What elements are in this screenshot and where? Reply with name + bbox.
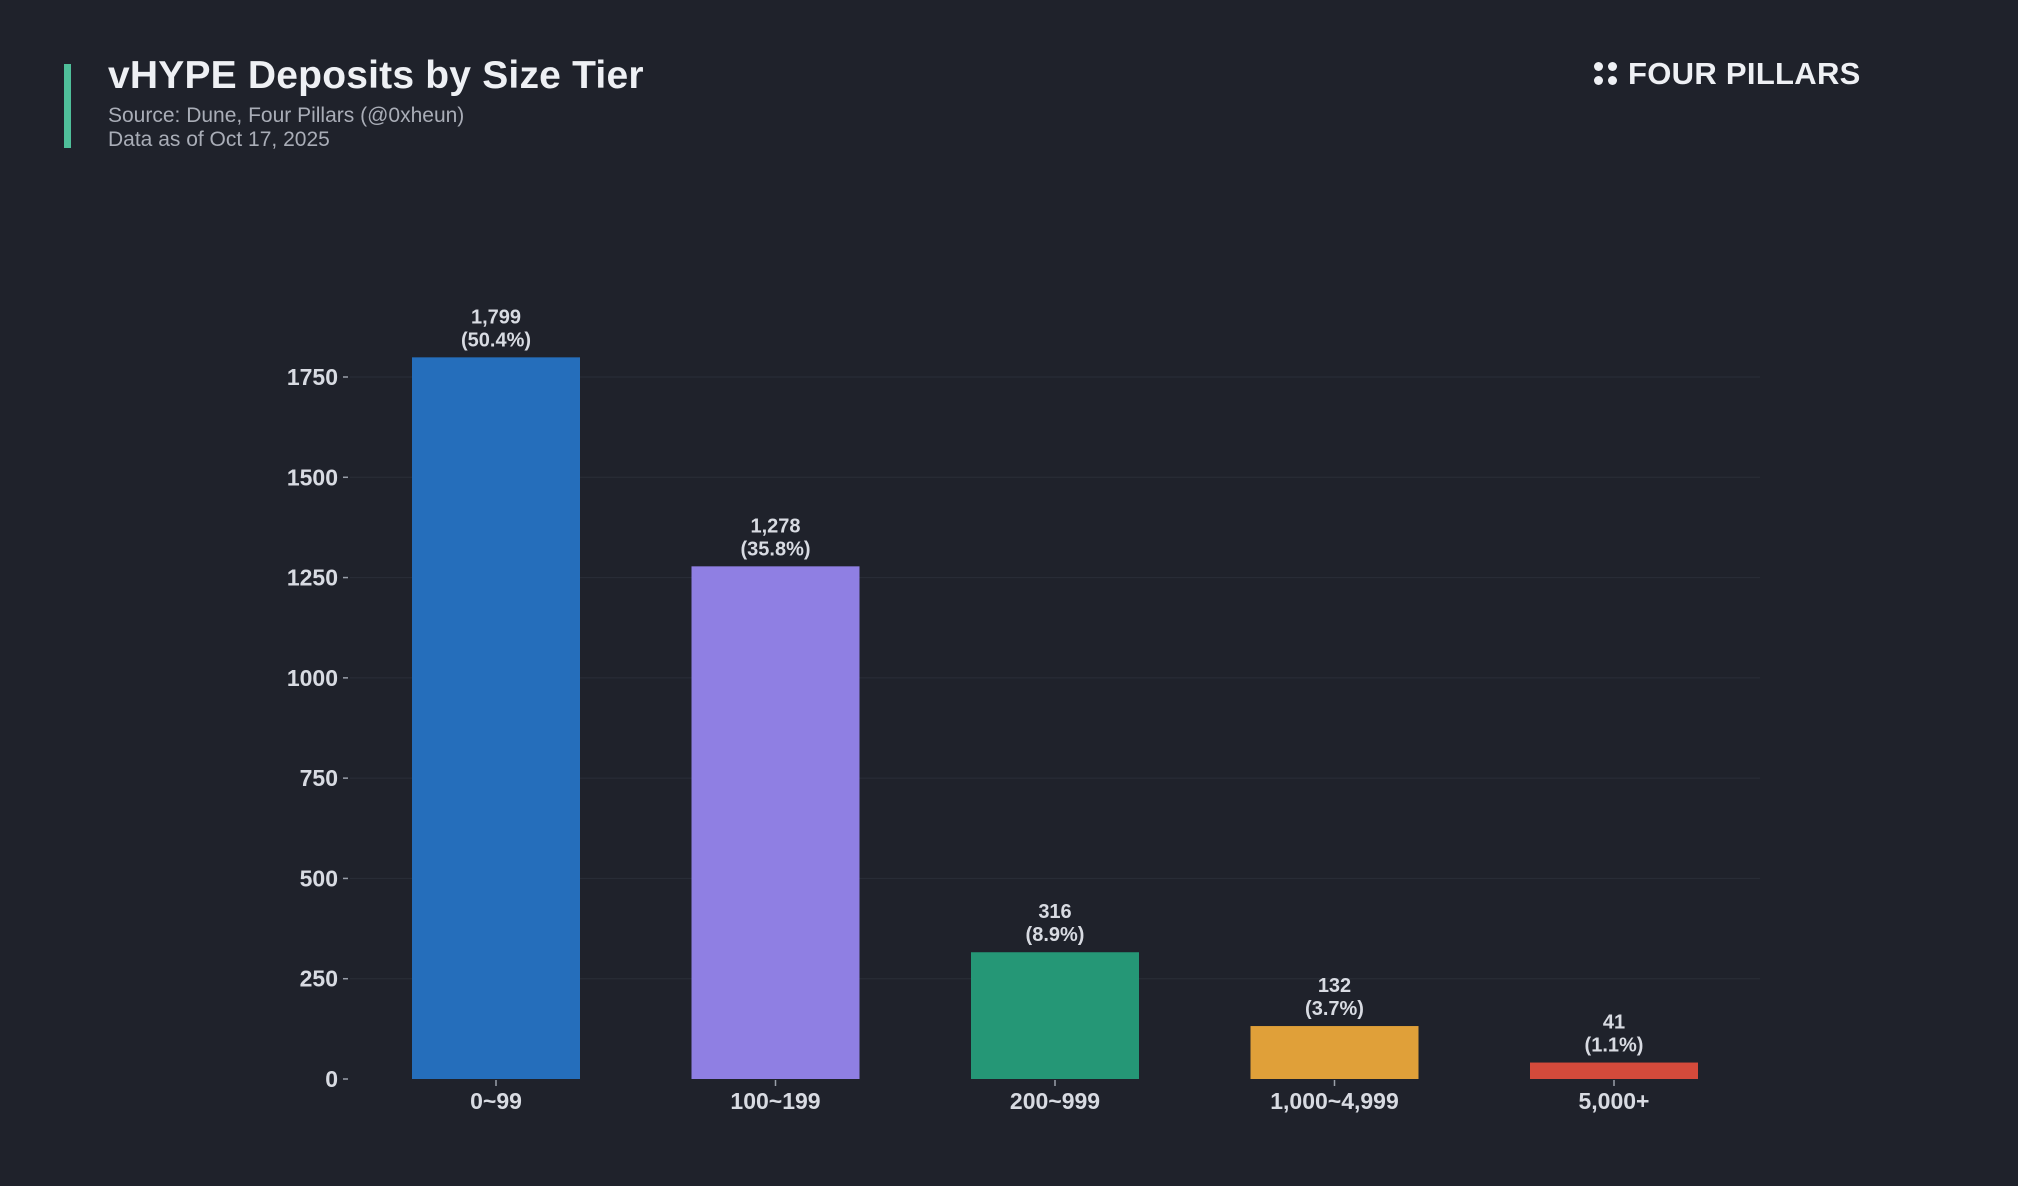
bar-percent-label: (50.4%) (461, 329, 531, 351)
brand-logo: FOUR PILLARS (1594, 56, 1861, 92)
bar-value-label: 1,799 (471, 306, 521, 328)
four-dots-icon (1594, 62, 1618, 86)
bar-1,000~4,999 (1250, 1026, 1419, 1079)
bar-0~99 (412, 357, 580, 1079)
bar-percent-label: (35.8%) (740, 538, 810, 560)
y-tick-label: 250 (300, 966, 338, 992)
x-tick-label: 0~99 (470, 1088, 522, 1114)
date-line: Data as of Oct 17, 2025 (108, 128, 330, 151)
page-title: vHYPE Deposits by Size Tier (108, 54, 644, 97)
bar-5,000+ (1530, 1062, 1698, 1079)
bar-value-label: 132 (1318, 975, 1351, 997)
source-line: Source: Dune, Four Pillars (@0xheun) (108, 104, 465, 127)
bar-value-label: 41 (1603, 1012, 1625, 1034)
x-tick-label: 1,000~4,999 (1270, 1088, 1399, 1114)
grid-lines (350, 376, 1760, 980)
bar-percent-label: (3.7%) (1305, 998, 1364, 1020)
x-tick-label: 100~199 (730, 1088, 820, 1114)
x-tick-label: 200~999 (1010, 1088, 1100, 1114)
bar-value-label: 316 (1038, 901, 1071, 923)
x-tick-label: 5,000+ (1579, 1088, 1650, 1114)
y-tick-label: 0 (325, 1066, 338, 1092)
brand-name: FOUR PILLARS (1628, 56, 1861, 91)
y-tick-label: 1000 (287, 665, 338, 691)
y-tick-label: 1500 (287, 464, 338, 490)
bars (412, 357, 1698, 1079)
bar-percent-label: (8.9%) (1026, 924, 1085, 946)
title-accent-bar (64, 64, 71, 148)
y-tick-label: 500 (300, 865, 338, 891)
bar-percent-label: (1.1%) (1585, 1035, 1644, 1057)
bar-100~199 (691, 566, 860, 1079)
x-axis: 0~99 100~199 200~999 1,000~4,999 5,000+ (470, 1080, 1650, 1114)
bar-value-label: 1,278 (750, 515, 800, 537)
data-labels: 1,799(50.4%) 1,278(35.8%) 316(8.9%) 132(3.7… (461, 306, 1643, 1056)
y-tick-label: 750 (300, 765, 338, 791)
y-tick-label: 1750 (287, 364, 338, 390)
bar-200~999 (971, 952, 1139, 1079)
y-tick-label: 1250 (287, 565, 338, 591)
y-axis: 0 250 500 750 1000 1250 1500 1750 (287, 364, 348, 1092)
